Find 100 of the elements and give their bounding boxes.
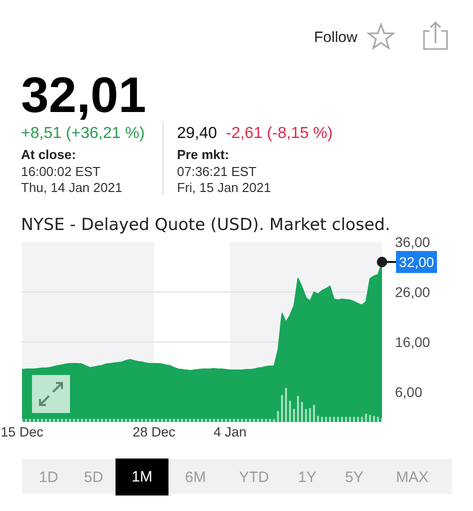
bar <box>353 416 355 422</box>
bar <box>293 409 295 422</box>
bar <box>369 414 371 422</box>
text: 5D <box>84 469 104 486</box>
bar <box>93 418 95 422</box>
bar <box>189 418 191 422</box>
bar <box>245 418 247 422</box>
bar <box>281 394 283 422</box>
bar <box>313 404 315 422</box>
bar <box>277 411 279 422</box>
bar <box>297 396 299 422</box>
bar <box>53 418 55 422</box>
bar <box>257 418 259 422</box>
bar <box>249 418 251 422</box>
bar <box>209 418 211 422</box>
y-tick-label: 16,00 <box>395 334 430 350</box>
text: 1D <box>39 469 58 486</box>
bar <box>261 418 263 422</box>
bar <box>233 418 235 422</box>
bar <box>145 418 147 422</box>
bar <box>77 418 79 422</box>
text: Fri, 15 Jan 2021 <box>177 180 271 195</box>
bar <box>317 416 319 422</box>
bar <box>341 416 343 422</box>
bar <box>33 418 35 422</box>
bar <box>349 416 351 422</box>
text: 1M <box>132 468 152 486</box>
text: 5Y <box>345 469 364 486</box>
bar <box>137 418 139 422</box>
bar <box>57 418 59 422</box>
bar <box>237 418 239 422</box>
bar <box>205 418 207 422</box>
bar <box>301 402 303 422</box>
bar <box>357 416 359 422</box>
bar <box>121 418 123 422</box>
bar <box>165 418 167 422</box>
bar <box>265 418 267 422</box>
bar <box>81 418 83 422</box>
bar <box>241 418 243 422</box>
bar <box>365 414 367 422</box>
bar <box>89 418 91 422</box>
bar <box>109 418 111 422</box>
bar <box>333 416 335 422</box>
bar <box>157 418 159 422</box>
bar <box>113 418 115 422</box>
text: At close: <box>21 147 76 162</box>
x-tick-label: 15 Dec <box>0 424 44 440</box>
bar <box>25 418 27 422</box>
bar <box>125 418 127 422</box>
text: +8,51 (+36,21 %) <box>21 125 145 142</box>
bar <box>161 418 163 422</box>
bar <box>61 418 63 422</box>
bar <box>193 418 195 422</box>
text: 32,00 <box>399 254 434 270</box>
bar <box>41 418 43 422</box>
bar <box>213 418 215 422</box>
bar <box>133 418 135 422</box>
text: 07:36:21 EST <box>177 164 257 179</box>
text: -2,61 (-8,15 %) <box>226 125 333 142</box>
bar <box>117 418 119 422</box>
bar <box>377 416 379 422</box>
bar <box>373 416 375 422</box>
bar <box>65 418 67 422</box>
bar <box>177 418 179 422</box>
bar <box>173 418 175 422</box>
bar <box>85 418 87 422</box>
bar <box>321 416 323 422</box>
bar <box>229 418 231 422</box>
bar <box>45 418 47 422</box>
bar <box>217 418 219 422</box>
bar <box>289 400 291 422</box>
text: Follow <box>314 29 358 46</box>
bar <box>337 416 339 422</box>
y-tick-label: 36,00 <box>395 234 430 250</box>
text: 32,01 <box>21 67 146 123</box>
bar <box>225 418 227 422</box>
bar <box>285 388 287 422</box>
bar <box>129 418 131 422</box>
text: NYSE - Delayed Quote (USD). Market closed. <box>21 215 390 234</box>
bar <box>105 418 107 422</box>
x-tick-label: 28 Dec <box>132 424 176 440</box>
y-tick-label: 6,00 <box>395 384 422 400</box>
bar <box>73 418 75 422</box>
bar <box>309 408 311 422</box>
bar <box>101 418 103 422</box>
x-tick-label: 4 Jan <box>213 424 247 440</box>
y-tick-label: 26,00 <box>395 284 430 300</box>
text: 6M <box>185 469 206 486</box>
bar <box>69 418 71 422</box>
text: 1Y <box>298 469 316 486</box>
bar <box>141 418 143 422</box>
bar <box>197 418 199 422</box>
bar <box>49 418 51 422</box>
bar <box>361 416 363 422</box>
text: 16:00:02 EST <box>21 164 101 179</box>
bar <box>37 418 39 422</box>
text: 29,40 <box>177 125 218 142</box>
bar <box>269 418 271 422</box>
bar <box>253 418 255 422</box>
bar <box>153 418 155 422</box>
